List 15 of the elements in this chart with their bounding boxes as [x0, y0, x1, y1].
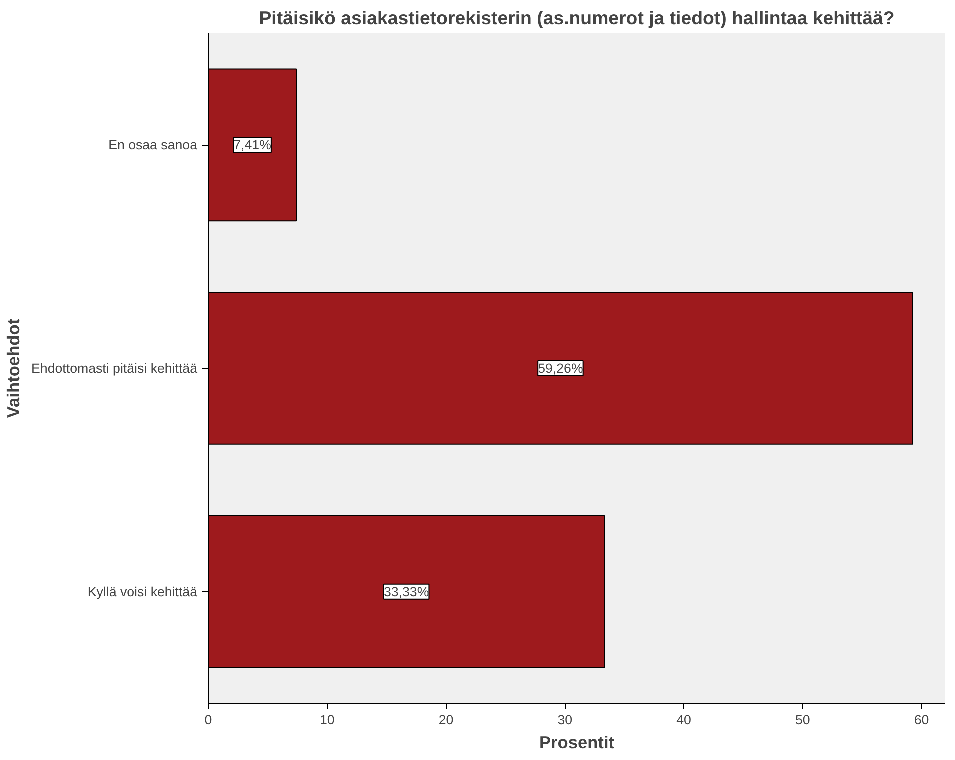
- y-tick-label: En osaa sanoa: [108, 138, 198, 153]
- y-tick-label: Ehdottomasti pitäisi kehittää: [32, 361, 198, 376]
- x-tick-label: 40: [676, 712, 692, 728]
- data-label: 7,41%: [234, 138, 272, 153]
- x-tick-label: 0: [204, 712, 212, 728]
- x-tick-label: 30: [558, 712, 573, 728]
- y-tick-label: Kyllä voisi kehittää: [88, 584, 198, 600]
- x-tick-label: 50: [795, 712, 810, 728]
- x-axis-title: Prosentit: [539, 732, 615, 752]
- x-tick-label: 20: [438, 712, 454, 728]
- x-tick-label: 60: [914, 712, 930, 728]
- data-label: 59,26%: [538, 361, 584, 376]
- x-tick-label: 10: [320, 712, 335, 728]
- y-axis-title: Vaihtoehdot: [4, 318, 24, 418]
- chart-title: Pitäisikö asiakastietorekisterin (as.numerot ja tiedot) hallintaa kehittää?: [259, 8, 895, 28]
